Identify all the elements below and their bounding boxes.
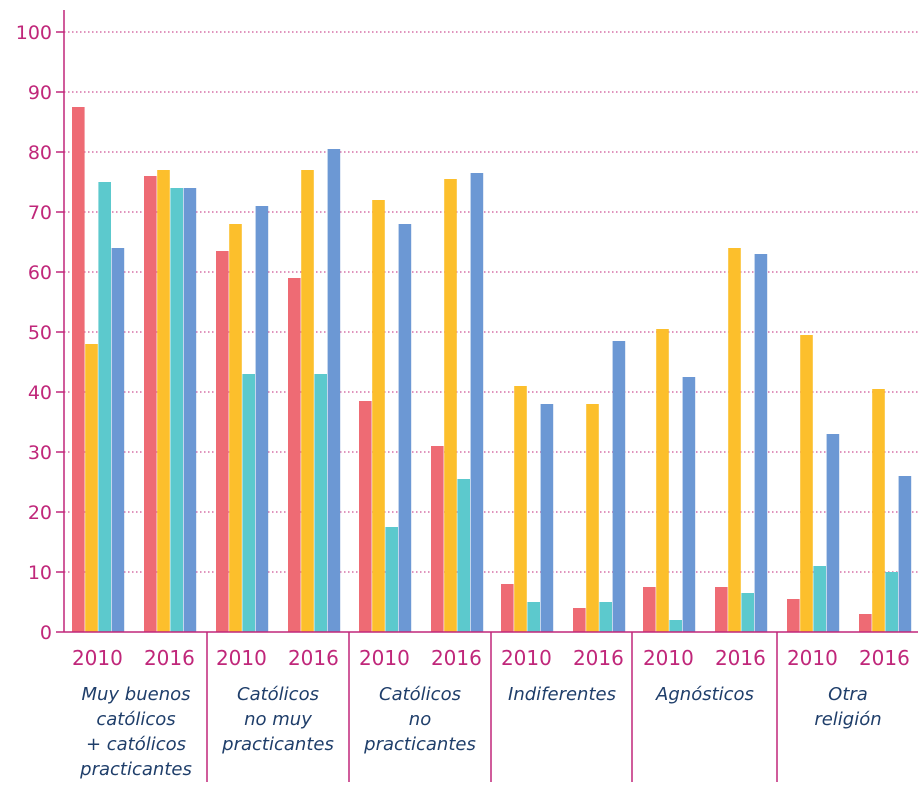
group-label: Agnósticos: [655, 684, 754, 705]
bar-series-3: [599, 602, 612, 632]
bar-series-3: [170, 188, 183, 632]
group-label: practicantes: [363, 734, 476, 755]
y-tick-label: 30: [28, 442, 52, 464]
bar-series-4: [183, 188, 197, 632]
year-label: 2016: [573, 646, 624, 670]
group-label: Indiferentes: [508, 684, 616, 705]
bar-series-3: [669, 620, 682, 632]
year-label: 2010: [216, 646, 267, 670]
x-axis: 2010 2016 Muy buenos católicos + católicos pr…: [64, 631, 918, 782]
bar-series-4: [898, 476, 912, 632]
bars: [72, 107, 912, 632]
y-tick-label: 80: [28, 142, 52, 164]
bar-series-1: [573, 608, 586, 632]
bar-series-1: [715, 587, 728, 632]
bar-series-1: [431, 446, 444, 632]
bar-series-1: [859, 614, 872, 632]
group-label: + católicos: [86, 734, 186, 755]
group-label: Muy buenos: [81, 684, 190, 705]
group-label: católicos: [96, 709, 175, 730]
bar-series-3: [885, 572, 898, 632]
bar-series-4: [398, 224, 412, 632]
year-label: 2016: [431, 646, 482, 670]
bar-series-2: [586, 404, 599, 632]
bar-series-1: [501, 584, 514, 632]
group-label: Católicos: [379, 684, 461, 705]
y-tick-label: 10: [28, 562, 52, 584]
bar-series-2: [800, 335, 813, 632]
bar-series-4: [826, 434, 840, 632]
year-label: 2016: [715, 646, 766, 670]
bar-series-3: [98, 182, 111, 632]
bar-series-3: [457, 479, 470, 632]
bar-series-1: [787, 599, 800, 632]
year-label: 2010: [787, 646, 838, 670]
group-label: Católicos: [237, 684, 319, 705]
bar-series-1: [288, 278, 301, 632]
year-label: 2010: [501, 646, 552, 670]
bar-series-3: [242, 374, 255, 632]
bar-series-2: [872, 389, 885, 632]
group-label: Otra: [828, 684, 868, 705]
bar-series-1: [72, 107, 85, 632]
group-label: no: [409, 709, 431, 730]
bar-series-2: [85, 344, 98, 632]
year-label: 2016: [859, 646, 910, 670]
group-label: religión: [814, 709, 881, 730]
bar-series-3: [813, 566, 826, 632]
bar-series-2: [301, 170, 314, 632]
bar-series-4: [255, 206, 269, 632]
bar-series-2: [444, 179, 457, 632]
bar-series-1: [216, 251, 229, 632]
bar-series-2: [372, 200, 385, 632]
year-label: 2010: [72, 646, 123, 670]
y-tick-label: 60: [28, 262, 52, 284]
bar-series-4: [682, 377, 696, 632]
y-tick-label: 90: [28, 82, 52, 104]
year-label: 2016: [144, 646, 195, 670]
year-label: 2016: [288, 646, 339, 670]
year-label: 2010: [359, 646, 410, 670]
bar-series-1: [359, 401, 372, 632]
bar-series-2: [157, 170, 170, 632]
year-label: 2010: [643, 646, 694, 670]
bar-series-3: [314, 374, 327, 632]
group-label: practicantes: [79, 759, 192, 780]
group-label: no muy: [244, 709, 312, 730]
bar-series-1: [643, 587, 656, 632]
bar-series-4: [470, 173, 484, 632]
bar-series-2: [656, 329, 669, 632]
y-axis: 0 10 20 30 40 50 60 70 80 90 100: [16, 10, 65, 644]
y-tick-label: 20: [28, 502, 52, 524]
bar-series-4: [540, 404, 554, 632]
bar-series-2: [229, 224, 242, 632]
y-tick-label: 70: [28, 202, 52, 224]
bar-series-3: [385, 527, 398, 632]
y-tick-label: 40: [28, 382, 52, 404]
group-label: practicantes: [221, 734, 334, 755]
bar-series-4: [754, 254, 768, 632]
y-tick-label: 100: [16, 22, 52, 44]
bar-series-4: [111, 248, 125, 632]
y-tick-label: 50: [28, 322, 52, 344]
bar-series-3: [741, 593, 754, 632]
bar-series-4: [612, 341, 626, 632]
bar-series-3: [527, 602, 540, 632]
bar-series-1: [144, 176, 157, 632]
bar-series-2: [514, 386, 527, 632]
y-tick-label: 0: [40, 622, 52, 644]
bar-series-4: [327, 149, 341, 632]
bar-series-2: [728, 248, 741, 632]
